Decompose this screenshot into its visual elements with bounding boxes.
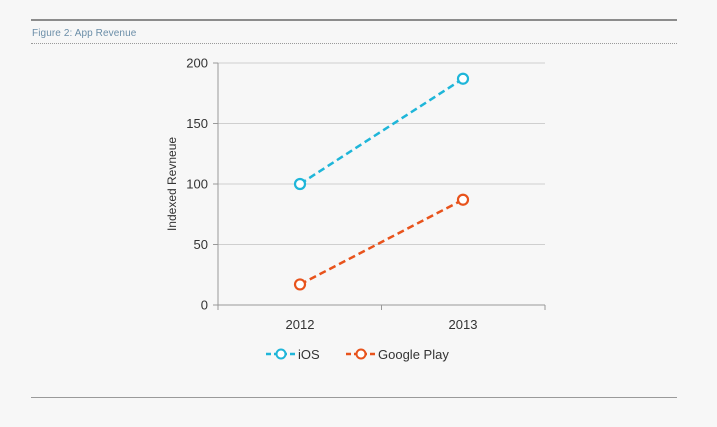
top-rule — [31, 19, 677, 21]
bottom-rule — [31, 397, 677, 398]
data-point — [456, 193, 470, 206]
x-tick-labels: 2012 2013 — [286, 317, 478, 332]
axes — [213, 62, 546, 310]
legend: iOS Google Play — [266, 347, 449, 362]
figure-caption: Figure 2: App Revenue — [32, 28, 137, 39]
x-tick-label: 2012 — [286, 317, 315, 332]
legend-swatch-marker — [275, 348, 287, 360]
gridlines — [218, 62, 545, 245]
y-axis-title: Indexed Revneue — [165, 137, 179, 231]
series-line-1 — [299, 198, 464, 286]
y-tick-labels: 0 50 100 150 200 — [186, 56, 208, 313]
y-tick-label: 100 — [186, 177, 208, 192]
series — [293, 72, 470, 291]
x-tick-label: 2013 — [449, 317, 478, 332]
legend-label: Google Play — [378, 347, 449, 362]
data-point — [293, 278, 307, 291]
y-tick-label: 50 — [194, 237, 208, 252]
y-tick-label: 0 — [201, 298, 208, 313]
caption-divider — [31, 43, 677, 44]
series-line-0 — [299, 77, 464, 186]
y-tick-label: 150 — [186, 116, 208, 131]
legend-label: iOS — [298, 347, 320, 362]
y-tick-label: 200 — [186, 56, 208, 71]
legend-swatch-marker — [355, 348, 367, 360]
data-point — [293, 177, 307, 191]
data-point — [456, 72, 470, 85]
